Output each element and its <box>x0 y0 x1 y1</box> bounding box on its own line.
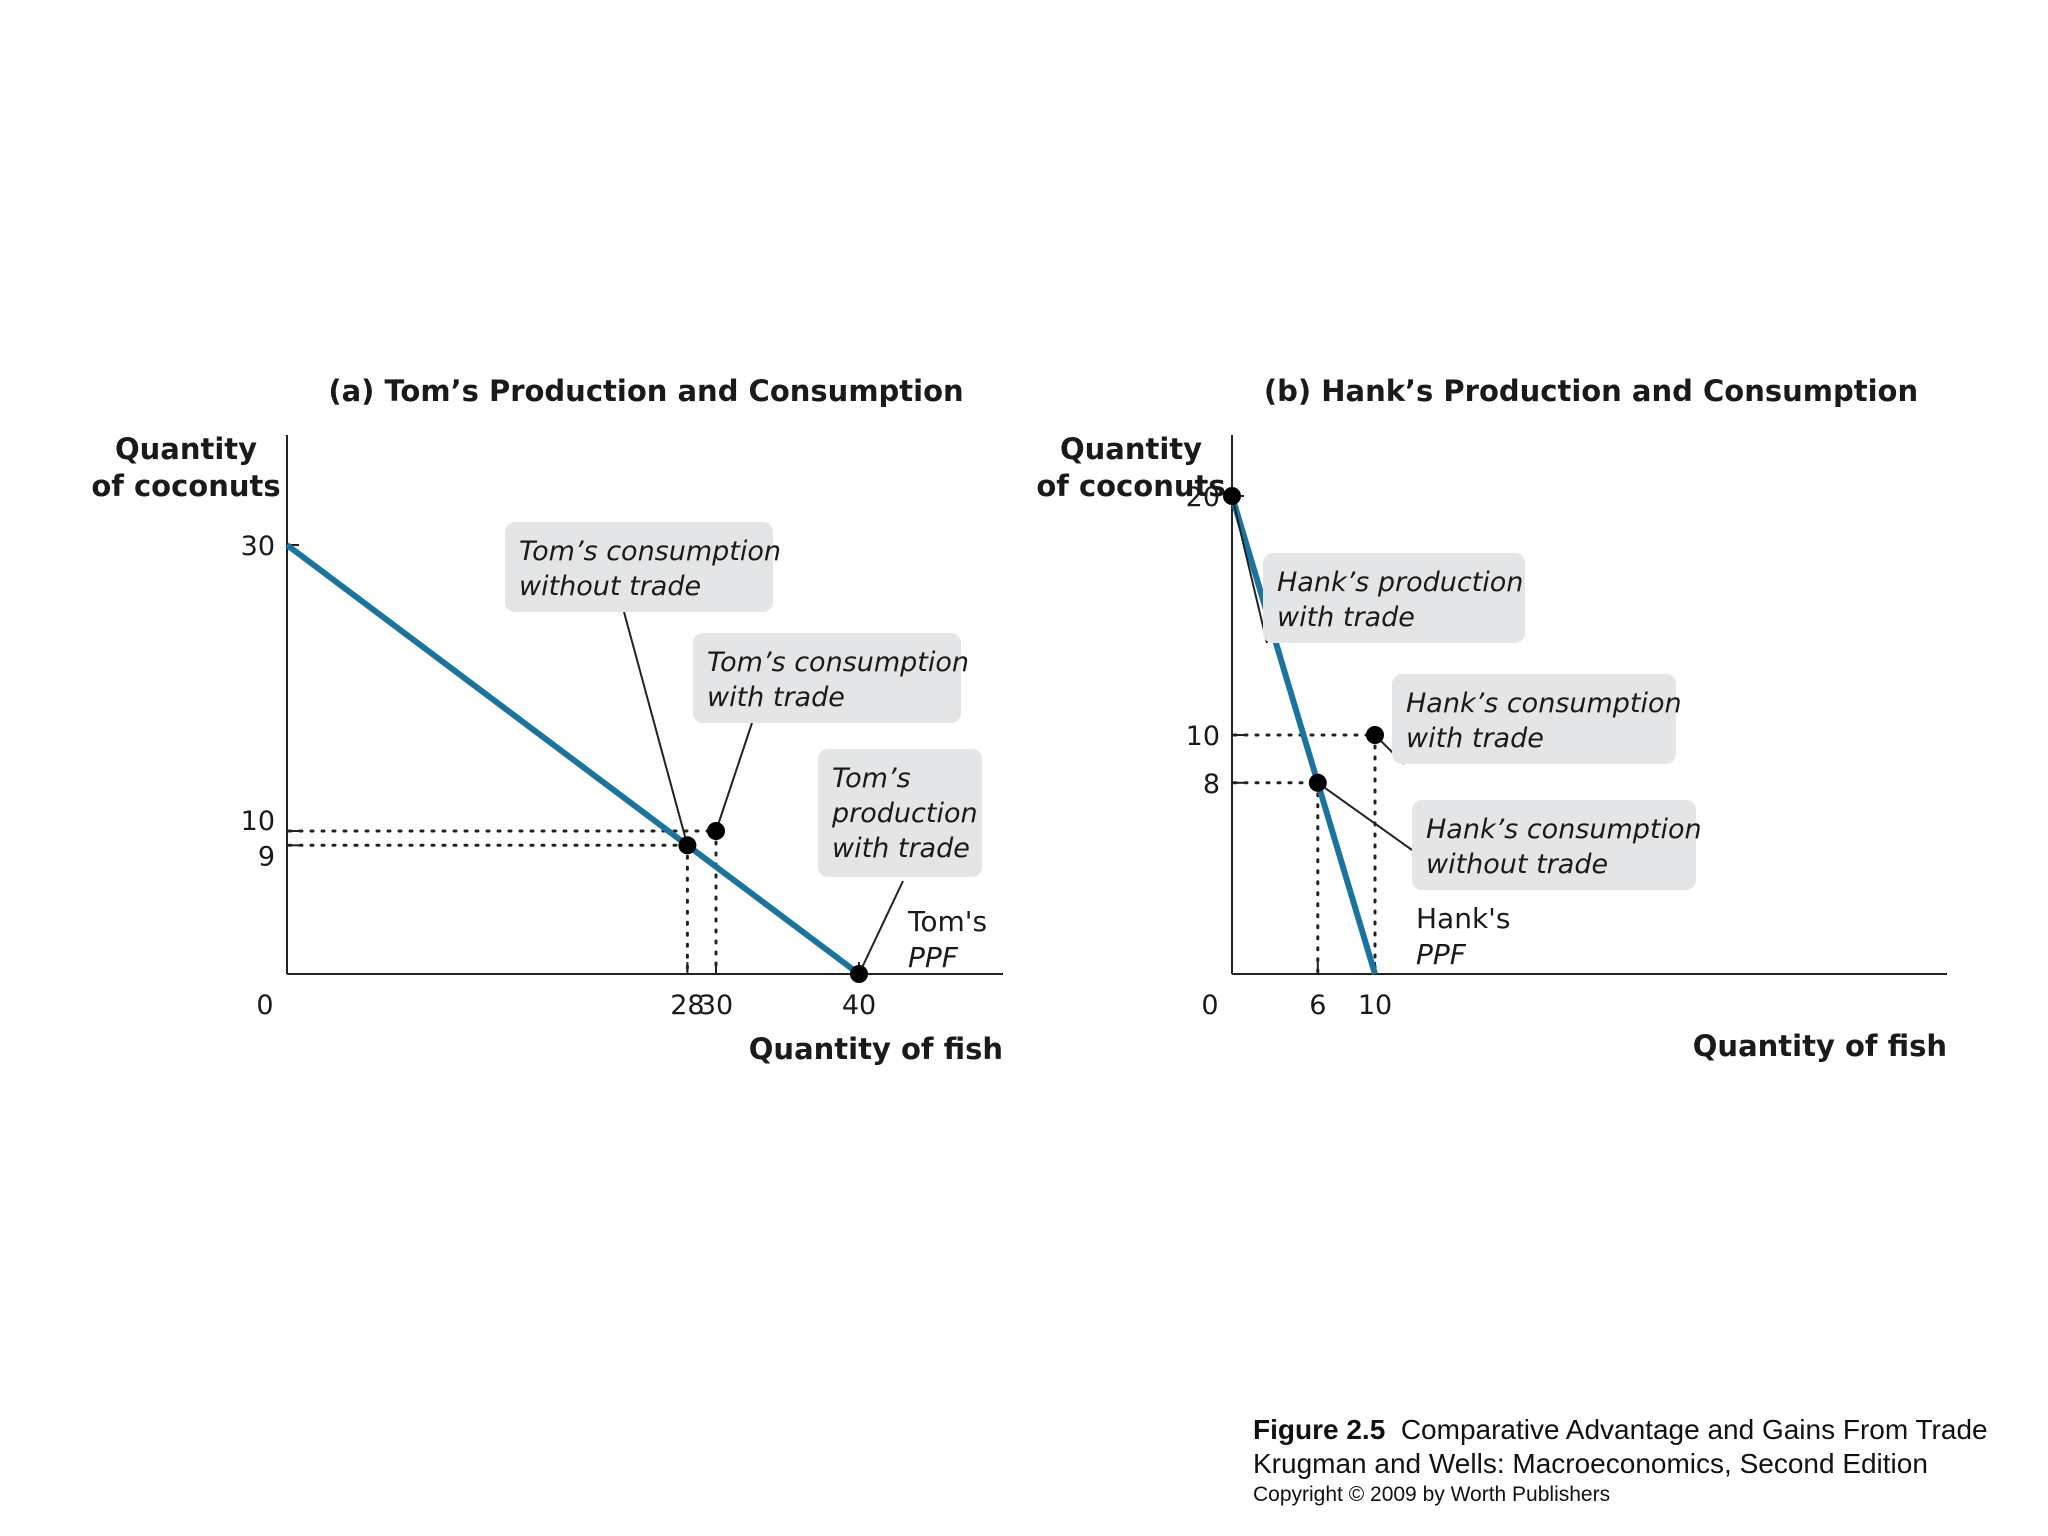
annotation-box <box>1412 800 1696 890</box>
origin-label: 0 <box>1201 990 1218 1021</box>
annotation-text: Tom’s <box>832 763 911 794</box>
annotation-leader-line <box>1317 781 1413 851</box>
chart-title: (b) Hank’s Production and Consumption <box>1264 374 1918 408</box>
annotation-text: production <box>831 798 978 829</box>
annotation-box <box>818 749 982 877</box>
ppf-label: PPF <box>1416 938 1467 971</box>
ppf-label: Tom's <box>907 905 987 938</box>
ppf-line <box>285 542 861 977</box>
annotation-leader-line <box>858 880 904 975</box>
annotation-text: with trade <box>1277 602 1415 633</box>
x-axis-label: Quantity of fish <box>1693 1029 1947 1063</box>
annotation-box <box>1263 553 1525 643</box>
x-tick-label: 6 <box>1309 990 1326 1021</box>
annotation-text: Tom’s consumption <box>707 647 969 678</box>
annotation-text: Tom’s consumption <box>519 536 781 567</box>
caption-figure-title: Comparative Advantage and Gains From Tra… <box>1400 1414 1988 1445</box>
figure-caption: Figure 2.5 Comparative Advantage and Gai… <box>1253 1413 1988 1509</box>
y-tick-label: 9 <box>258 841 275 872</box>
x-tick-label: 30 <box>699 990 733 1021</box>
annotation-text: Hank’s consumption <box>1426 814 1702 845</box>
data-point <box>1223 487 1241 505</box>
annotation-text: without trade <box>1426 849 1608 880</box>
x-tick-label: 10 <box>1358 990 1392 1021</box>
data-point <box>678 836 697 855</box>
annotation-text: Hank’s production <box>1277 567 1523 598</box>
panel-a: (a) Tom’s Production and Consumption Quan… <box>91 374 1003 1066</box>
data-point <box>1308 773 1327 792</box>
ppf-line <box>1229 495 1378 975</box>
annotation-leader-line <box>623 611 689 846</box>
y-axis-label: Quantity <box>115 432 257 466</box>
annotation-box <box>505 522 773 612</box>
annotation-leader-line <box>715 722 753 832</box>
y-tick-label: 10 <box>1186 721 1220 752</box>
caption-copyright: Copyright © 2009 by Worth Publishers <box>1253 1483 1611 1506</box>
annotation-box <box>1392 674 1676 764</box>
x-tick-label: 28 <box>670 990 704 1021</box>
x-axis-label: Quantity of fish <box>749 1032 1003 1066</box>
annotation-text: with trade <box>1406 723 1544 754</box>
chart-title: (a) Tom’s Production and Consumption <box>328 374 963 408</box>
annotation-text: with trade <box>707 682 845 713</box>
annotation-text: Hank’s consumption <box>1406 688 1682 719</box>
caption-figure-label: Figure 2.5 <box>1253 1414 1386 1445</box>
panel-b: (b) Hank’s Production and Consumption Qua… <box>1036 374 1947 1063</box>
origin-label: 0 <box>256 990 273 1021</box>
y-axis-label: of coconuts <box>1036 469 1225 503</box>
ppf-label: Hank's <box>1416 902 1510 935</box>
annotation-box <box>693 633 961 723</box>
y-tick-label: 10 <box>241 806 275 837</box>
data-point <box>850 965 868 983</box>
x-tick-label: 40 <box>842 990 876 1021</box>
ppf-label: PPF <box>908 941 959 974</box>
y-axis-label: Quantity <box>1060 432 1202 466</box>
y-tick-label: 8 <box>1203 769 1220 800</box>
y-tick-label: 20 <box>1186 482 1220 513</box>
y-axis-label: of coconuts <box>91 469 280 503</box>
annotation-text: without trade <box>519 571 701 602</box>
annotation-text: with trade <box>832 833 970 864</box>
y-tick-label: 30 <box>241 531 275 562</box>
data-point <box>707 822 725 840</box>
caption-book: Krugman and Wells: Macroeconomics, Secon… <box>1253 1448 1928 1479</box>
data-point <box>1366 726 1384 744</box>
annotation-leader-line <box>1231 495 1268 644</box>
